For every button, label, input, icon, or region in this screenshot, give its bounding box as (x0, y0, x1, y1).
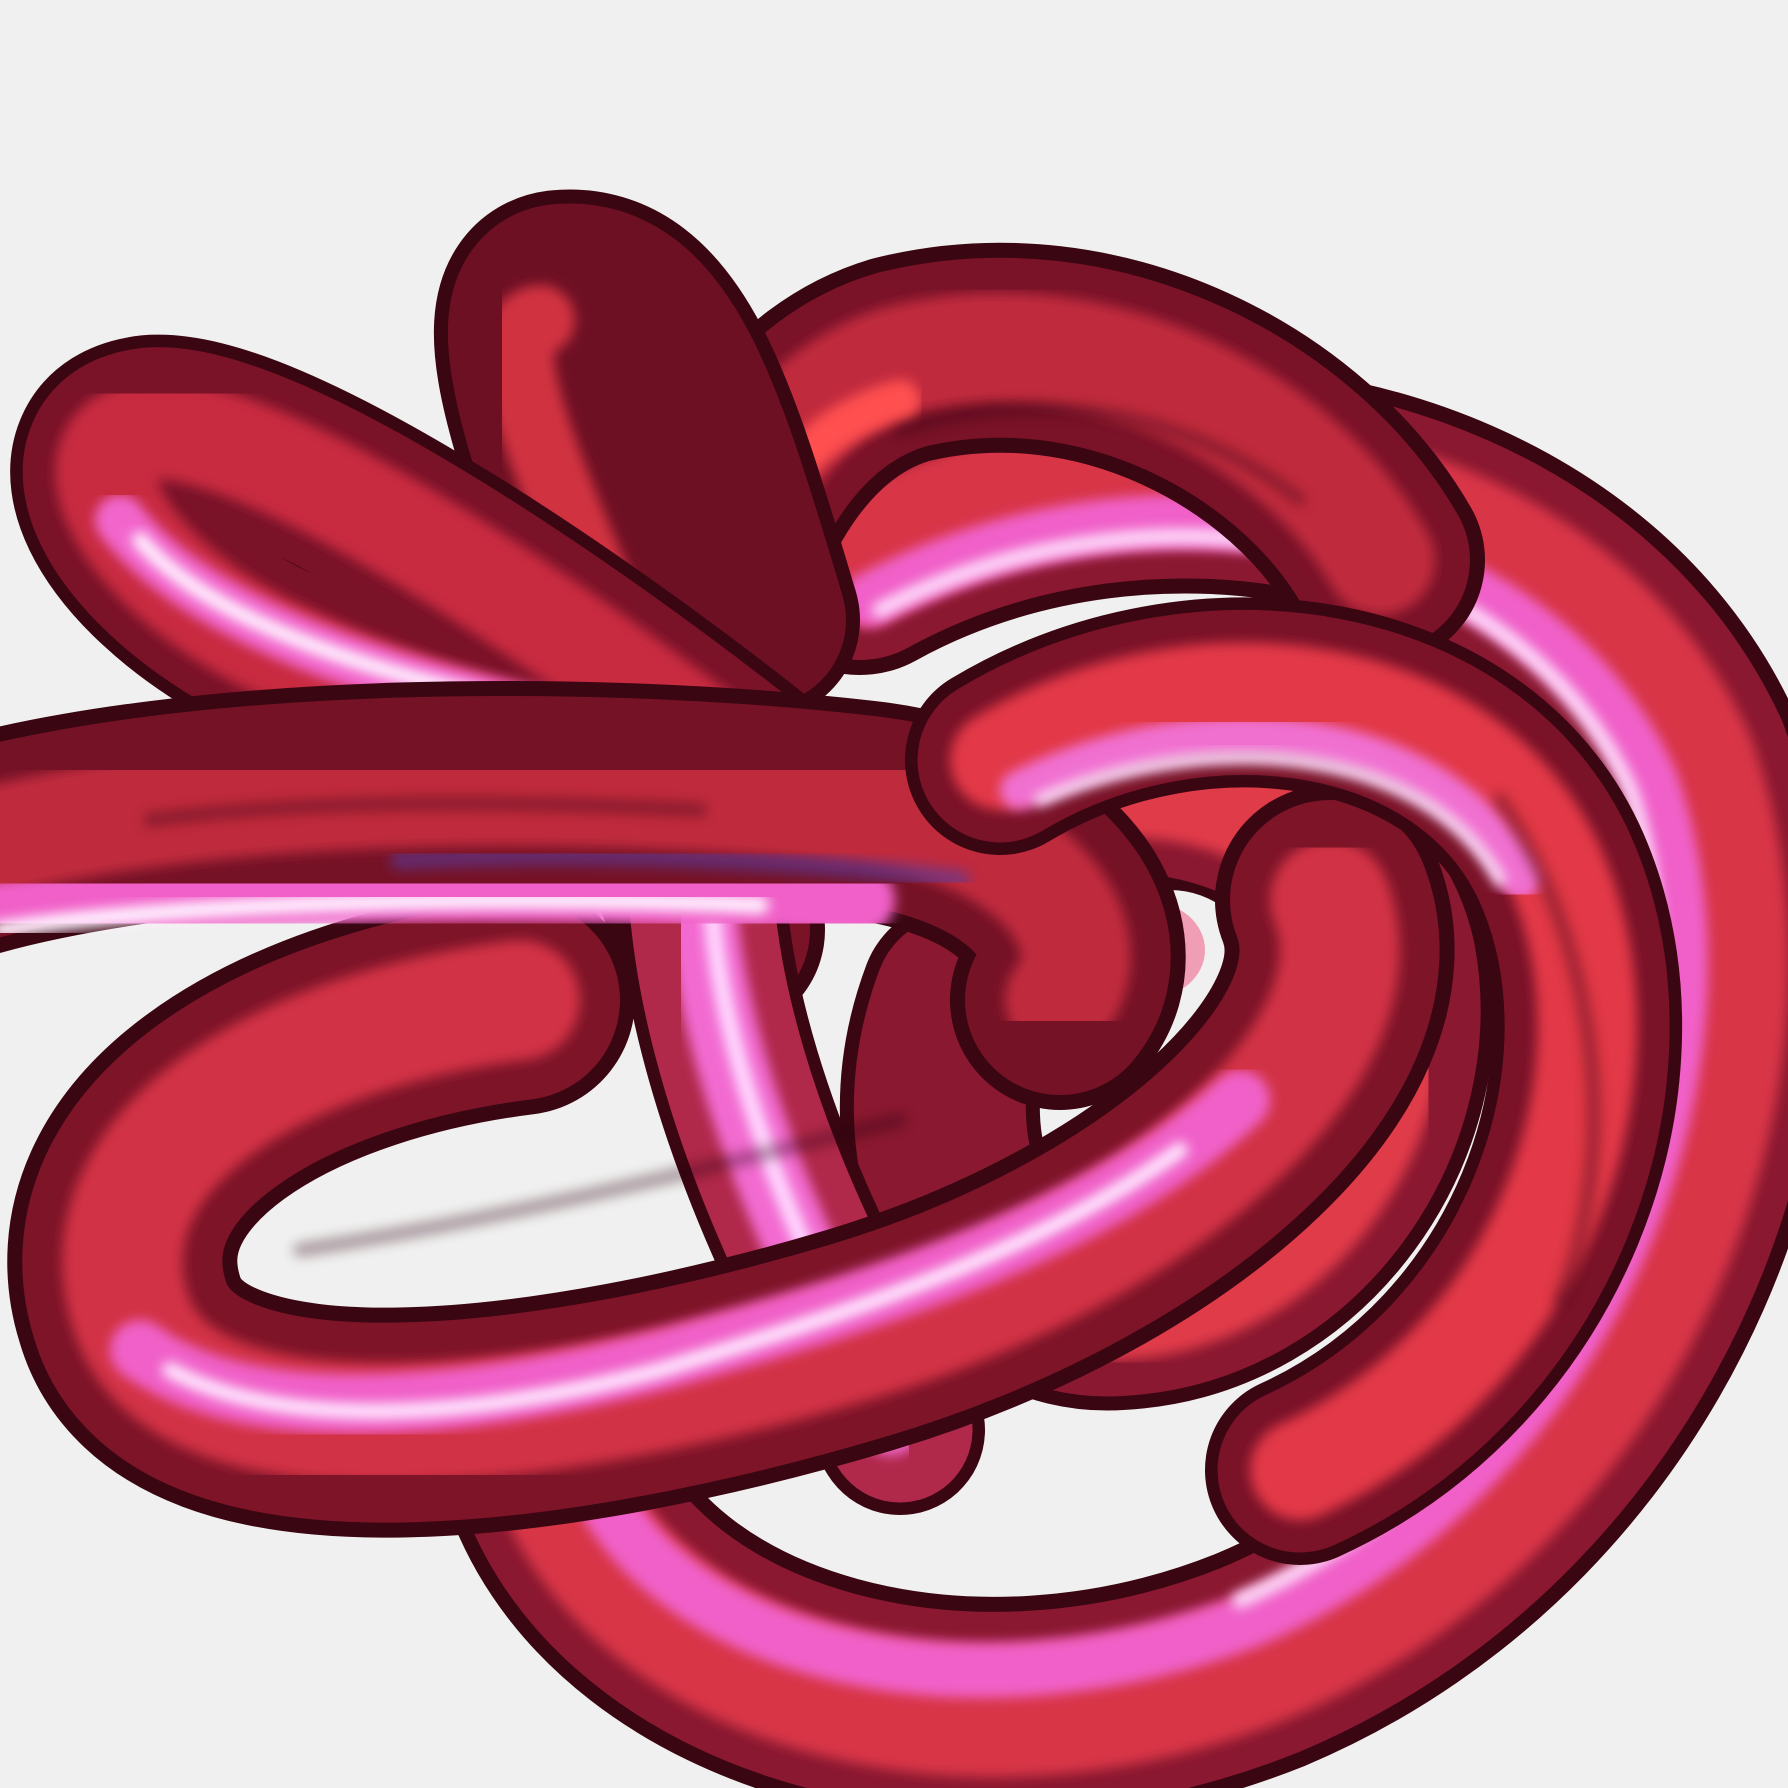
tube-segment-lower-left-loop (7, 785, 1455, 1538)
tube-segment-front-horizontal (0, 680, 1186, 1110)
tube-segment-right-inner-arc (905, 597, 1683, 1565)
tube-texture-streaks (143, 401, 1601, 1307)
